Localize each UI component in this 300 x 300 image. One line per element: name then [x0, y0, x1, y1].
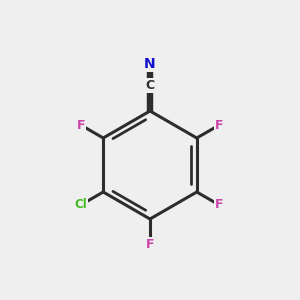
Text: Cl: Cl [75, 198, 88, 211]
Text: N: N [144, 58, 156, 71]
Text: F: F [214, 119, 223, 132]
Text: F: F [146, 238, 154, 251]
Text: F: F [214, 198, 223, 211]
Text: C: C [146, 79, 154, 92]
Text: F: F [77, 119, 85, 132]
